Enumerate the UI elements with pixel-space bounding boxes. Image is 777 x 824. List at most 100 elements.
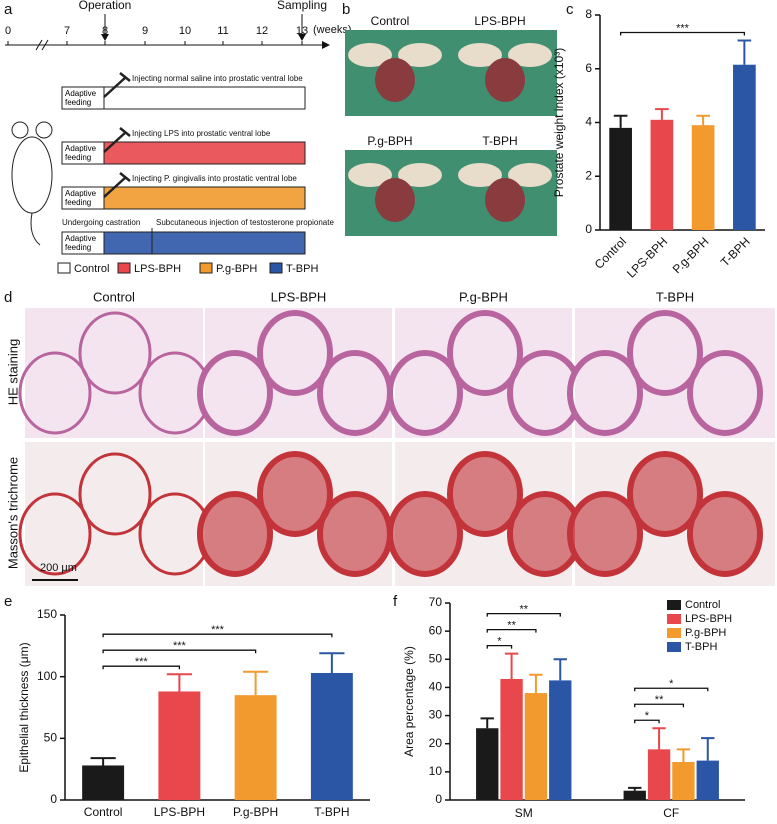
legend-label: P.g-BPH (216, 263, 257, 275)
photo-label: T-BPH (482, 134, 517, 148)
bar (609, 127, 632, 230)
tissue (627, 451, 703, 537)
bar (524, 693, 548, 800)
syringe (103, 127, 131, 153)
significance-label: * (497, 636, 502, 648)
bar (691, 125, 715, 230)
row-label: HE staining (5, 339, 20, 405)
syringe (103, 72, 131, 98)
timeline-tick-label: 8 (102, 25, 108, 37)
y-tick-label: 150 (37, 607, 57, 621)
error-bar (613, 114, 628, 128)
tissue (447, 310, 523, 396)
bar (733, 64, 756, 230)
y-tick-label: 8 (585, 7, 592, 21)
error-bar (504, 652, 519, 679)
event-label: Operation (79, 0, 132, 12)
feeding-box (61, 86, 105, 110)
legend-swatch (57, 262, 71, 274)
bar (696, 760, 719, 800)
mouse-body (11, 136, 53, 214)
significance-bracket (102, 633, 333, 638)
column-label: P.g-BPH (459, 289, 508, 304)
tissue (317, 491, 393, 577)
tissue (567, 491, 643, 577)
tissue (78, 452, 152, 536)
y-tick-label: 2 (585, 168, 592, 182)
feeding-box (61, 231, 105, 255)
y-tick-label: 30 (429, 708, 443, 722)
significance-label: *** (211, 624, 225, 636)
column-label: T-BPH (656, 289, 694, 304)
specimen (375, 58, 415, 102)
tissue (567, 350, 643, 436)
bar (234, 695, 277, 800)
specimen (375, 178, 415, 222)
y-axis-label: Prostate weight index (x10³) (552, 48, 566, 197)
specimen (485, 58, 525, 102)
legend-swatch (269, 262, 283, 274)
legend-label: T-BPH (286, 263, 318, 275)
legend-label: Control (74, 263, 109, 275)
significance-bracket (486, 613, 561, 617)
bar (500, 678, 523, 800)
error-bar (737, 39, 752, 65)
timeline-tick-label: 10 (179, 25, 191, 37)
specimen (458, 43, 502, 67)
x-tick-label: P.g-BPH (670, 234, 712, 276)
bar (158, 691, 201, 800)
y-tick-label: 70 (429, 595, 443, 609)
error-bar (480, 717, 494, 729)
x-tick-label: T-BPH (718, 234, 753, 269)
y-axis-label: Epithelial thickness (μm) (17, 642, 31, 772)
panel-label: b (342, 1, 350, 18)
significance-bracket (102, 649, 257, 654)
micrograph (395, 308, 572, 438)
panel-label: c (566, 1, 574, 18)
panel-label: f (393, 593, 398, 610)
y-tick-label: 40 (429, 680, 443, 694)
y-tick-label: 20 (429, 736, 443, 750)
tissue (18, 492, 92, 576)
treatment-label: Subcutaneous injection of testosterone p… (156, 218, 334, 227)
timeline-unit: (weeks) (313, 24, 352, 36)
mouse-ear (11, 121, 29, 139)
syringe (103, 172, 131, 198)
micrograph (575, 308, 775, 438)
treatment-label: Injecting LPS into prostatic ventral lob… (132, 129, 271, 138)
mouse-ear (35, 121, 53, 139)
x-tick-label: CF (663, 806, 679, 820)
tissue (257, 310, 333, 396)
feeding-label: Adaptive feeding (65, 189, 97, 207)
significance-bracket (102, 665, 181, 670)
event-arrowhead (298, 34, 306, 41)
specimen (458, 163, 502, 187)
micrograph (25, 442, 203, 586)
y-tick-label: 60 (429, 623, 443, 637)
legend-swatch (667, 642, 681, 652)
legend-label: Control (685, 599, 720, 611)
x-tick-label: P.g-BPH (233, 805, 278, 819)
x-tick-label: Control (592, 234, 629, 271)
timeline-arrow (322, 41, 330, 49)
column-label: LPS-BPH (271, 289, 327, 304)
y-tick-label: 100 (37, 669, 57, 683)
x-tick-label: SM (515, 806, 533, 820)
legend-swatch (117, 262, 131, 274)
x-tick-label: T-BPH (314, 805, 349, 819)
y-tick-label: 10 (429, 764, 443, 778)
tissue (687, 491, 763, 577)
significance-bracket (486, 645, 513, 649)
significance-bracket (619, 31, 746, 36)
legend-swatch (667, 614, 681, 624)
feeding-label: Adaptive feeding (65, 89, 97, 107)
y-tick-label: 0 (435, 792, 442, 806)
significance-label: ** (507, 620, 516, 632)
bar (310, 672, 353, 800)
legend-label: T-BPH (685, 641, 717, 653)
photo-label: P.g-BPH (367, 134, 412, 148)
error-bar (166, 673, 192, 692)
tissue (197, 350, 273, 436)
